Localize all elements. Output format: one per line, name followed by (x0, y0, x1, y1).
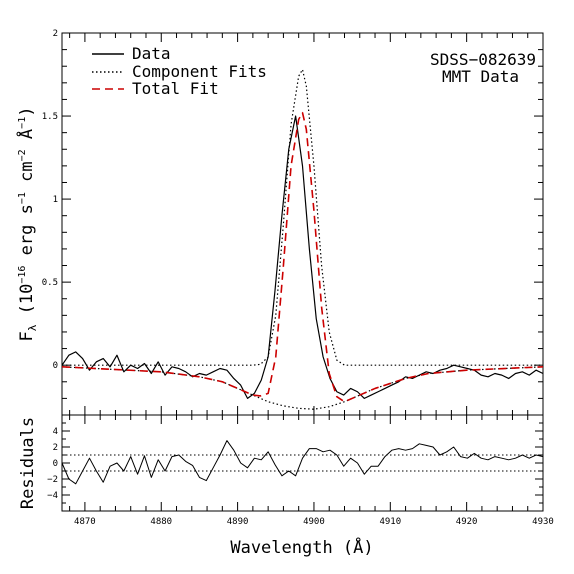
residuals-y-tick-label: 2 (53, 443, 58, 453)
ylabel-space (17, 314, 37, 324)
ylabel-subscript: λ (26, 324, 39, 331)
ylabel-close: ) (17, 107, 37, 117)
series-line-data (61, 115, 544, 399)
object-name-annotation: SDSS−082639 (430, 50, 536, 69)
x-tick-label: 4930 (532, 517, 554, 527)
residuals-series-group (61, 440, 544, 485)
ylabel-part-2: erg s (17, 204, 37, 255)
ylabel-part-3: cm (17, 161, 37, 181)
main-y-tick-label: 2 (53, 29, 58, 39)
legend-label-data: Data (132, 44, 171, 63)
main-y-tick-label: 1 (53, 195, 58, 205)
residuals-panel: −4 −2 0 2 4 4870 4880 4890 4900 4910 4920 4930 Resi… (18, 414, 554, 558)
series-line-component-fits-narrow (62, 68, 543, 366)
main-y-tick-label: 0 (53, 361, 58, 371)
x-tick-label: 4910 (379, 517, 401, 527)
ylabel-exp-2: −1 (17, 192, 28, 204)
main-series-group (61, 68, 544, 410)
legend: Data Component Fits Total Fit (92, 44, 267, 98)
residuals-y-tick-label: −4 (47, 491, 58, 501)
series-line-residuals (61, 440, 544, 485)
main-y-tick-label: 1.5 (42, 112, 58, 122)
main-axis-ticks: 0 0.5 1 1.5 2 (42, 29, 544, 416)
x-axis-label: Wavelength (Å) (230, 536, 373, 558)
x-tick-label: 4890 (227, 517, 249, 527)
residuals-plot-frame (61, 414, 544, 512)
x-tick-label: 4870 (74, 517, 96, 527)
ylabel-f: F (17, 331, 37, 341)
ylabel-exp-4: −1 (17, 117, 28, 129)
residuals-y-tick-label: −2 (47, 475, 58, 485)
legend-label-total-fit: Total Fit (132, 79, 219, 98)
ylabel-exp-3: −2 (17, 149, 28, 161)
residuals-y-tick-label: 4 (53, 427, 58, 437)
main-panel: 00.511.52 Data Component Fits Total Fit … (15, 29, 544, 416)
main-y-axis-label: Fλ (10−16 erg s−1 cm−2 Å−1) (15, 107, 39, 342)
legend-label-component-fits: Component Fits (132, 62, 267, 81)
ylabel-gap-2 (17, 182, 37, 192)
main-y-tick-label: 0.5 (42, 278, 58, 288)
ylabel-gap-1 (17, 255, 37, 265)
instrument-annotation: MMT Data (442, 67, 519, 86)
x-tick-label: 4920 (456, 517, 478, 527)
x-tick-label: 4900 (303, 517, 325, 527)
series-line-component-fits-broad (61, 366, 544, 410)
x-tick-label: 4880 (150, 517, 172, 527)
residuals-y-tick-label: 0 (53, 459, 58, 469)
residuals-axis-ticks: −4 −2 0 2 4 4870 4880 4890 4900 4910 4920 4930 (47, 415, 554, 527)
ylabel-gap-3 (17, 139, 37, 149)
ylabel-units-open: (10 (17, 284, 37, 315)
ylabel-part-4: Å (15, 129, 37, 139)
series-line-total-fit (61, 111, 544, 403)
residuals-y-axis-label: Residuals (18, 417, 38, 509)
ylabel-exp-1: −16 (17, 266, 28, 284)
